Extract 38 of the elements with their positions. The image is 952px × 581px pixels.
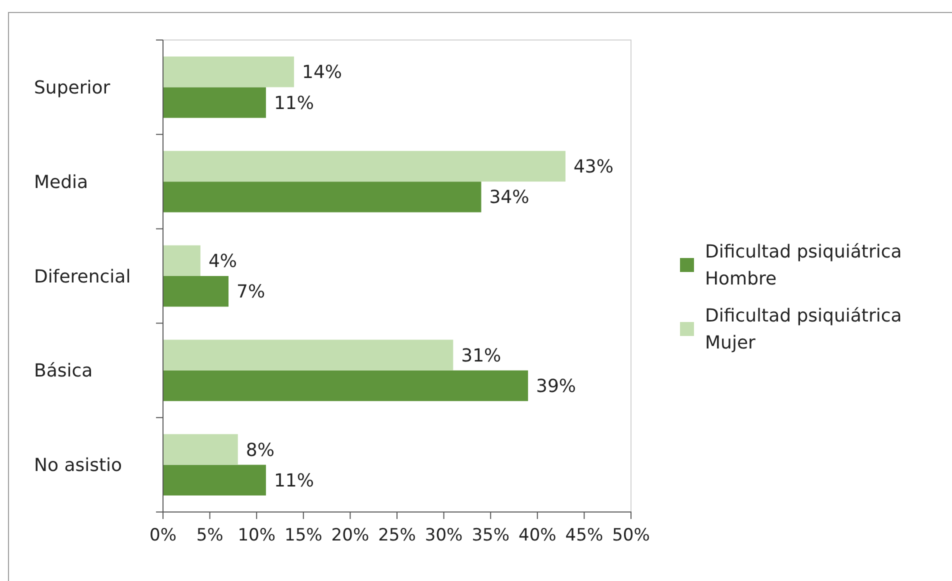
data-label: 8% — [246, 440, 274, 461]
x-tick-label: 45% — [565, 526, 604, 546]
bar — [163, 370, 528, 402]
y-tick-label: Media — [34, 172, 88, 193]
x-tick-label: 30% — [424, 526, 463, 546]
bar — [163, 182, 482, 212]
y-tick-label: Superior — [34, 78, 111, 98]
x-tick-label: 25% — [378, 526, 416, 546]
data-label: 11% — [274, 470, 314, 492]
bar — [163, 87, 266, 118]
bar — [163, 340, 454, 370]
bar — [163, 276, 229, 307]
y-tick-label: No asistio — [34, 455, 122, 476]
x-tick-label: 10% — [238, 526, 276, 546]
legend-label: Dificultad psiquiátrica Mujer — [705, 305, 902, 354]
data-label: 11% — [274, 92, 314, 114]
data-label: 39% — [536, 376, 576, 398]
x-tick-label: 35% — [472, 526, 510, 546]
data-label: 14% — [302, 62, 342, 84]
data-label: 43% — [573, 156, 614, 178]
x-tick-label: 20% — [331, 526, 370, 546]
bar — [163, 464, 266, 496]
data-label: 7% — [236, 282, 266, 303]
bar — [163, 150, 566, 182]
x-tick-label: 15% — [284, 526, 322, 546]
y-tick-label: Diferencial — [34, 266, 131, 288]
x-tick-label: 0% — [150, 526, 176, 546]
bar — [163, 245, 200, 276]
bar — [163, 434, 238, 465]
legend-label: Dificultad psiquiátrica Hombre — [705, 241, 902, 290]
data-label: 31% — [461, 345, 502, 366]
x-tick-label: 40% — [518, 526, 556, 546]
y-tick-label: Básica — [34, 360, 93, 382]
x-tick-label: 5% — [196, 526, 224, 546]
data-label: 34% — [489, 187, 530, 208]
bar — [163, 56, 294, 88]
data-label: 4% — [208, 250, 238, 272]
x-tick-label: 50% — [612, 526, 650, 546]
